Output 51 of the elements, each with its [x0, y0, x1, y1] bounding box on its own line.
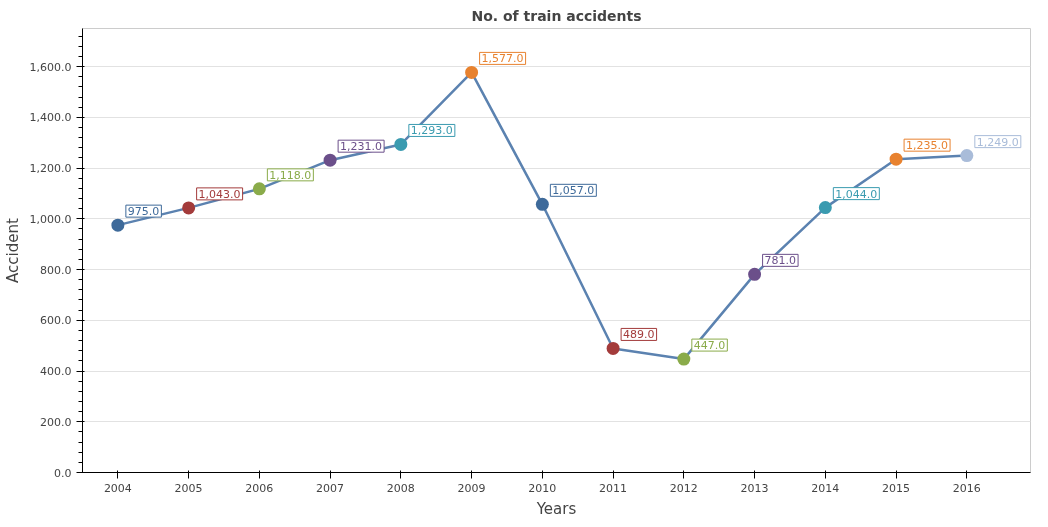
y-tick-label: 1,400.0 — [29, 111, 72, 125]
chart-title: No. of train accidents — [471, 7, 642, 24]
x-tick-label: 2009 — [457, 481, 486, 495]
x-axis-title: Years — [535, 499, 577, 518]
y-tick-label: 800.0 — [40, 263, 72, 277]
x-tick-label: 2013 — [740, 481, 769, 495]
point — [252, 182, 266, 196]
x-tick-label: 2012 — [669, 481, 698, 495]
data-label: 1,249.0 — [976, 135, 1019, 149]
x-tick-label: 2011 — [599, 481, 628, 495]
point — [889, 152, 903, 166]
y-tick-label: 1,000.0 — [29, 212, 72, 226]
y-tick-label: 1,600.0 — [29, 60, 72, 74]
y-tick-label: 0.0 — [54, 466, 72, 480]
data-label: 489.0 — [623, 328, 655, 342]
point — [960, 149, 974, 163]
point — [465, 65, 479, 79]
x-tick-label: 2016 — [952, 481, 981, 495]
x-tick-label: 2005 — [174, 481, 203, 495]
point — [748, 267, 762, 281]
data-label: 781.0 — [764, 254, 797, 268]
x-tick-label: 2007 — [316, 481, 345, 495]
y-axis-title: Accident — [3, 217, 22, 283]
x-tick-label: 2004 — [103, 481, 132, 495]
point — [111, 218, 125, 232]
data-label: 975.0 — [127, 205, 160, 219]
y-tick-label: 200.0 — [40, 415, 72, 429]
data-label: 1,577.0 — [481, 52, 524, 66]
point — [677, 352, 691, 366]
x-tick-label: 2008 — [386, 481, 415, 495]
data-label: 1,231.0 — [340, 140, 383, 154]
point — [818, 201, 832, 215]
x-tick-label: 2015 — [882, 481, 911, 495]
y-tick-label: 600.0 — [40, 314, 72, 328]
x-tick-label: 2010 — [528, 481, 557, 495]
data-label: 1,118.0 — [269, 168, 312, 182]
x-tick-label: 2014 — [811, 481, 840, 495]
data-label: 1,057.0 — [552, 184, 595, 198]
point — [323, 153, 337, 167]
y-tick-label: 400.0 — [40, 365, 72, 379]
data-label: 1,235.0 — [906, 139, 949, 153]
point — [182, 201, 196, 215]
x-tick-label: 2006 — [245, 481, 274, 495]
point — [606, 341, 620, 355]
data-label: 1,293.0 — [410, 124, 453, 138]
data-label: 1,044.0 — [835, 187, 878, 201]
point — [535, 197, 549, 211]
data-label: 1,043.0 — [198, 187, 241, 201]
data-label: 447.0 — [693, 339, 726, 353]
point — [394, 137, 408, 151]
y-tick-label: 1,200.0 — [29, 162, 72, 176]
